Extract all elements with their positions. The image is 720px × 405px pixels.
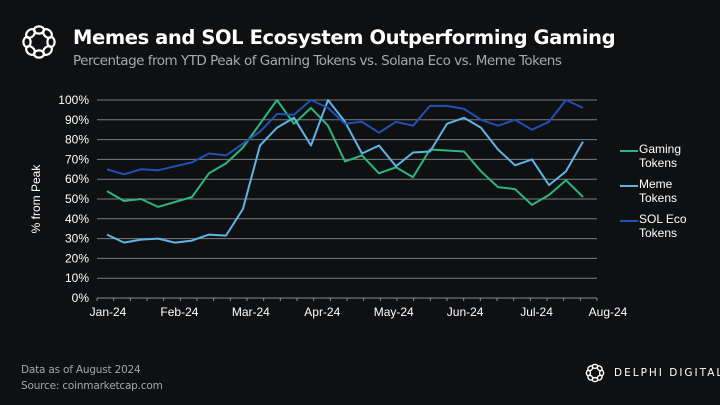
x-tick-label: May-24 — [374, 305, 414, 319]
y-axis-ticks: 0% 10% 20% 30% 40% 50% 60% 70% 80% 90% 100% — [58, 93, 89, 305]
data-date-note: Data as of August 2024 — [21, 364, 141, 376]
y-tick-label: 80% — [65, 133, 89, 147]
y-tick-label: 90% — [65, 113, 89, 127]
x-tick-label: Jul-24 — [520, 305, 553, 319]
x-tick-label: Apr-24 — [304, 305, 340, 319]
y-tick-label: 30% — [65, 232, 89, 246]
x-tick-label: Jan-24 — [90, 305, 127, 319]
legend-label: SOL Eco Tokens — [639, 212, 687, 240]
chart-legend: Gaming Tokens Meme Tokens SOL Eco Tokens — [620, 142, 709, 248]
legend-label: Meme Tokens — [639, 177, 678, 205]
y-tick-label: 40% — [65, 212, 89, 226]
x-axis: Jan-24 Feb-24 Mar-24 Apr-24 May-24 Jun-24 Jul-… — [90, 297, 628, 319]
x-tick-label: Mar-24 — [232, 305, 270, 319]
legend-swatch — [620, 220, 638, 222]
y-tick-label: 0% — [72, 291, 90, 305]
source-note: Source: coinmarketcap.com — [21, 380, 163, 392]
chart-subtitle: Percentage from YTD Peak of Gaming Token… — [73, 53, 562, 69]
series-line-gaming-tokens — [106, 99, 584, 208]
y-tick-label: 60% — [65, 172, 89, 186]
x-tick-label: Feb-24 — [160, 305, 198, 319]
legend-item: Gaming Tokens — [620, 142, 709, 170]
legend-swatch — [620, 185, 638, 187]
legend-swatch — [620, 150, 638, 152]
y-axis-label: % from Peak — [29, 164, 43, 234]
y-tick-label: 100% — [58, 93, 89, 107]
brand-name: DELPHI DIGITAL — [614, 367, 720, 379]
series-line-sol-eco-tokens — [106, 99, 584, 176]
legend-label: Gaming Tokens — [639, 142, 682, 170]
legend-item: SOL Eco Tokens — [620, 212, 709, 240]
y-tick-label: 20% — [65, 251, 89, 265]
x-tick-label: Aug-24 — [589, 305, 628, 319]
y-tick-label: 10% — [65, 271, 89, 285]
y-tick-label: 50% — [65, 192, 89, 206]
legend-item: Meme Tokens — [620, 177, 709, 205]
brand-knot-icon — [585, 363, 605, 383]
series-lines — [106, 99, 584, 244]
header-logo-icon — [22, 25, 56, 59]
chart-title: Memes and SOL Ecosystem Outperforming Ga… — [73, 26, 616, 49]
brand-logo: DELPHI DIGITAL — [584, 362, 720, 384]
x-tick-label: Jun-24 — [447, 305, 484, 319]
series-line-meme-tokens — [106, 99, 584, 244]
y-tick-label: 70% — [65, 152, 89, 166]
